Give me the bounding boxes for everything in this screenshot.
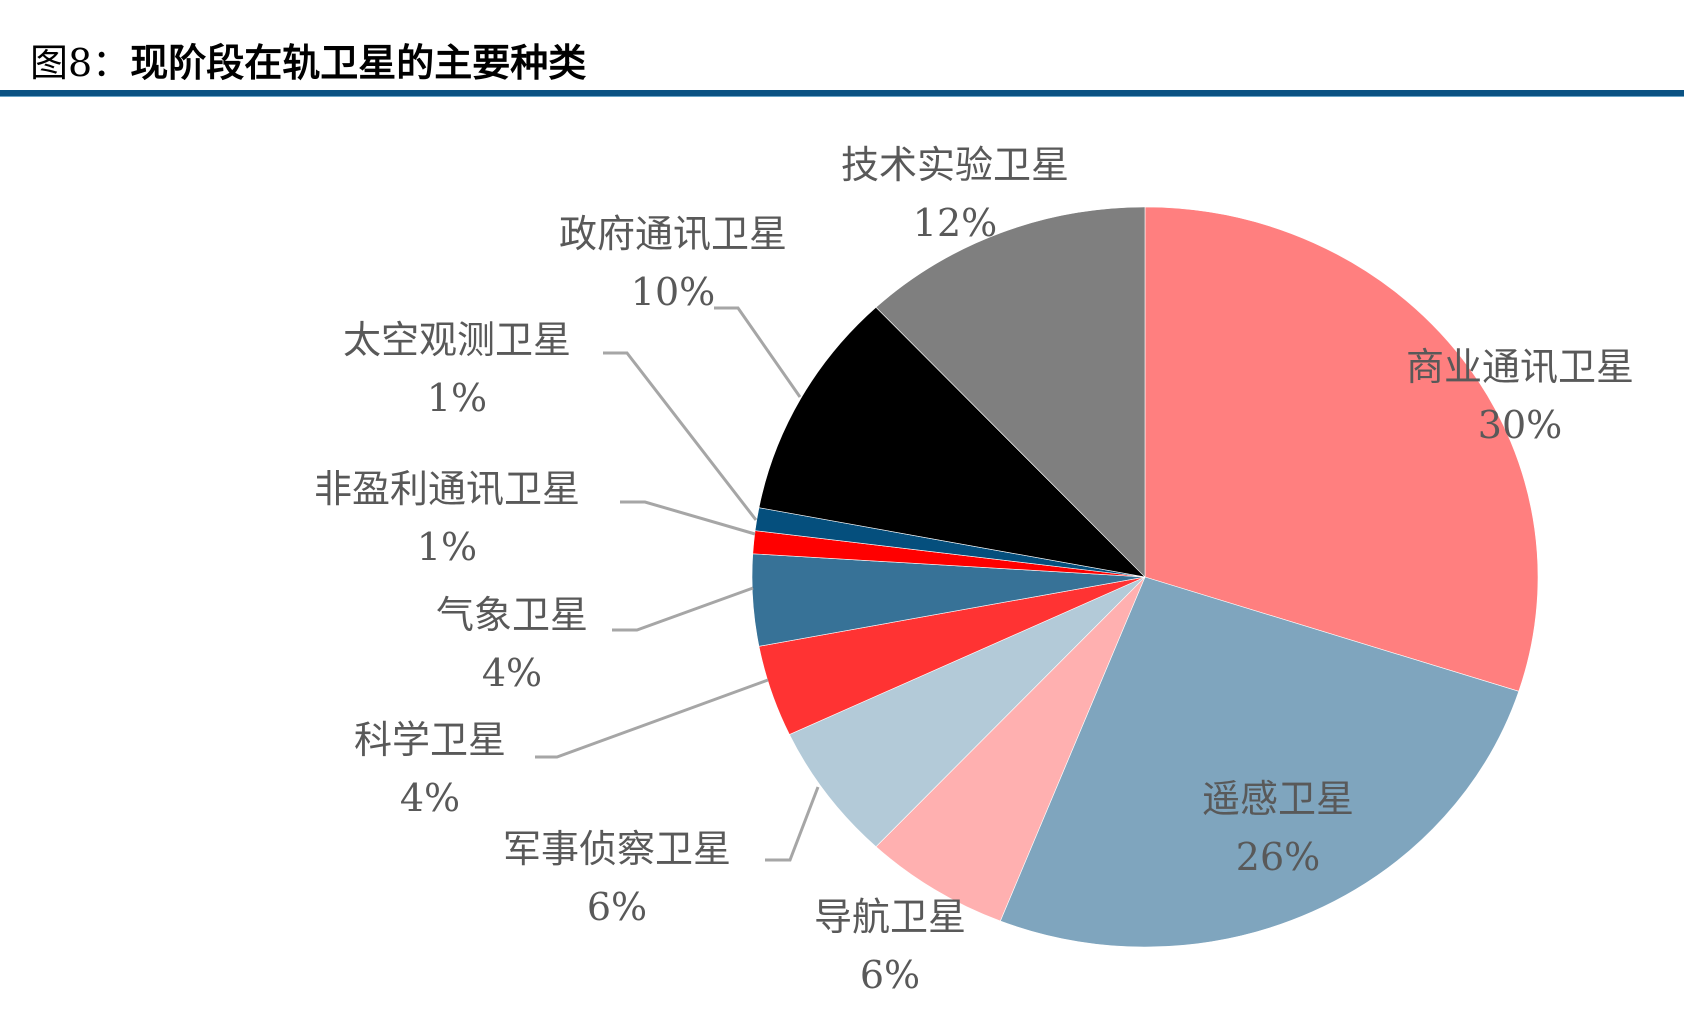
pie-slice xyxy=(999,576,1520,948)
data-labels: 商业通讯卫星 30% 遥感卫星 26% 导航卫星 6% 军事侦察卫星 6% 科学卫星 4% 气象卫星… xyxy=(314,143,1634,997)
slice-percentage: 1% xyxy=(417,525,477,569)
leader-line xyxy=(603,351,758,521)
leader-line xyxy=(620,500,756,536)
pie-slice xyxy=(788,576,1146,848)
leader-line xyxy=(535,678,769,759)
slice-label: 科学卫星 xyxy=(354,718,506,762)
chart-title: 图8：现阶段在轨卫星的主要种类 xyxy=(30,32,586,87)
slice-label: 技术实验卫星 xyxy=(841,143,1069,187)
slice-percentage: 4% xyxy=(482,651,542,695)
slice-label: 商业通讯卫星 xyxy=(1406,345,1634,389)
slice-label: 导航卫星 xyxy=(814,895,966,939)
leader-line xyxy=(765,786,820,862)
title-divider xyxy=(0,90,1684,97)
slice-label: 气象卫星 xyxy=(436,593,588,637)
pie-slice xyxy=(1144,206,1539,692)
figure-number: 图8： xyxy=(30,41,131,85)
slice-percentage: 6% xyxy=(860,953,920,997)
slice-label: 遥感卫星 xyxy=(1202,777,1354,821)
pie-slice xyxy=(875,576,1146,922)
pie-slice xyxy=(758,306,1146,578)
slice-label: 非盈利通讯卫星 xyxy=(314,467,580,511)
slice-percentage: 4% xyxy=(400,776,460,820)
leader-lines xyxy=(535,306,820,862)
leader-line xyxy=(714,306,802,398)
slice-label: 太空观测卫星 xyxy=(343,318,571,362)
slice-percentage: 30% xyxy=(1478,403,1562,447)
pie-slice xyxy=(875,206,1146,578)
pie-slices xyxy=(751,206,1539,948)
slice-percentage: 1% xyxy=(427,376,487,420)
figure-title: 现阶段在轨卫星的主要种类 xyxy=(130,41,587,85)
leader-line xyxy=(612,586,754,632)
slice-label: 军事侦察卫星 xyxy=(503,827,731,871)
slice-percentage: 6% xyxy=(587,885,647,929)
slice-percentage: 26% xyxy=(1236,835,1320,879)
slice-label: 政府通讯卫星 xyxy=(559,212,787,256)
slice-percentage: 12% xyxy=(913,201,997,245)
slice-percentage: 10% xyxy=(631,270,715,314)
